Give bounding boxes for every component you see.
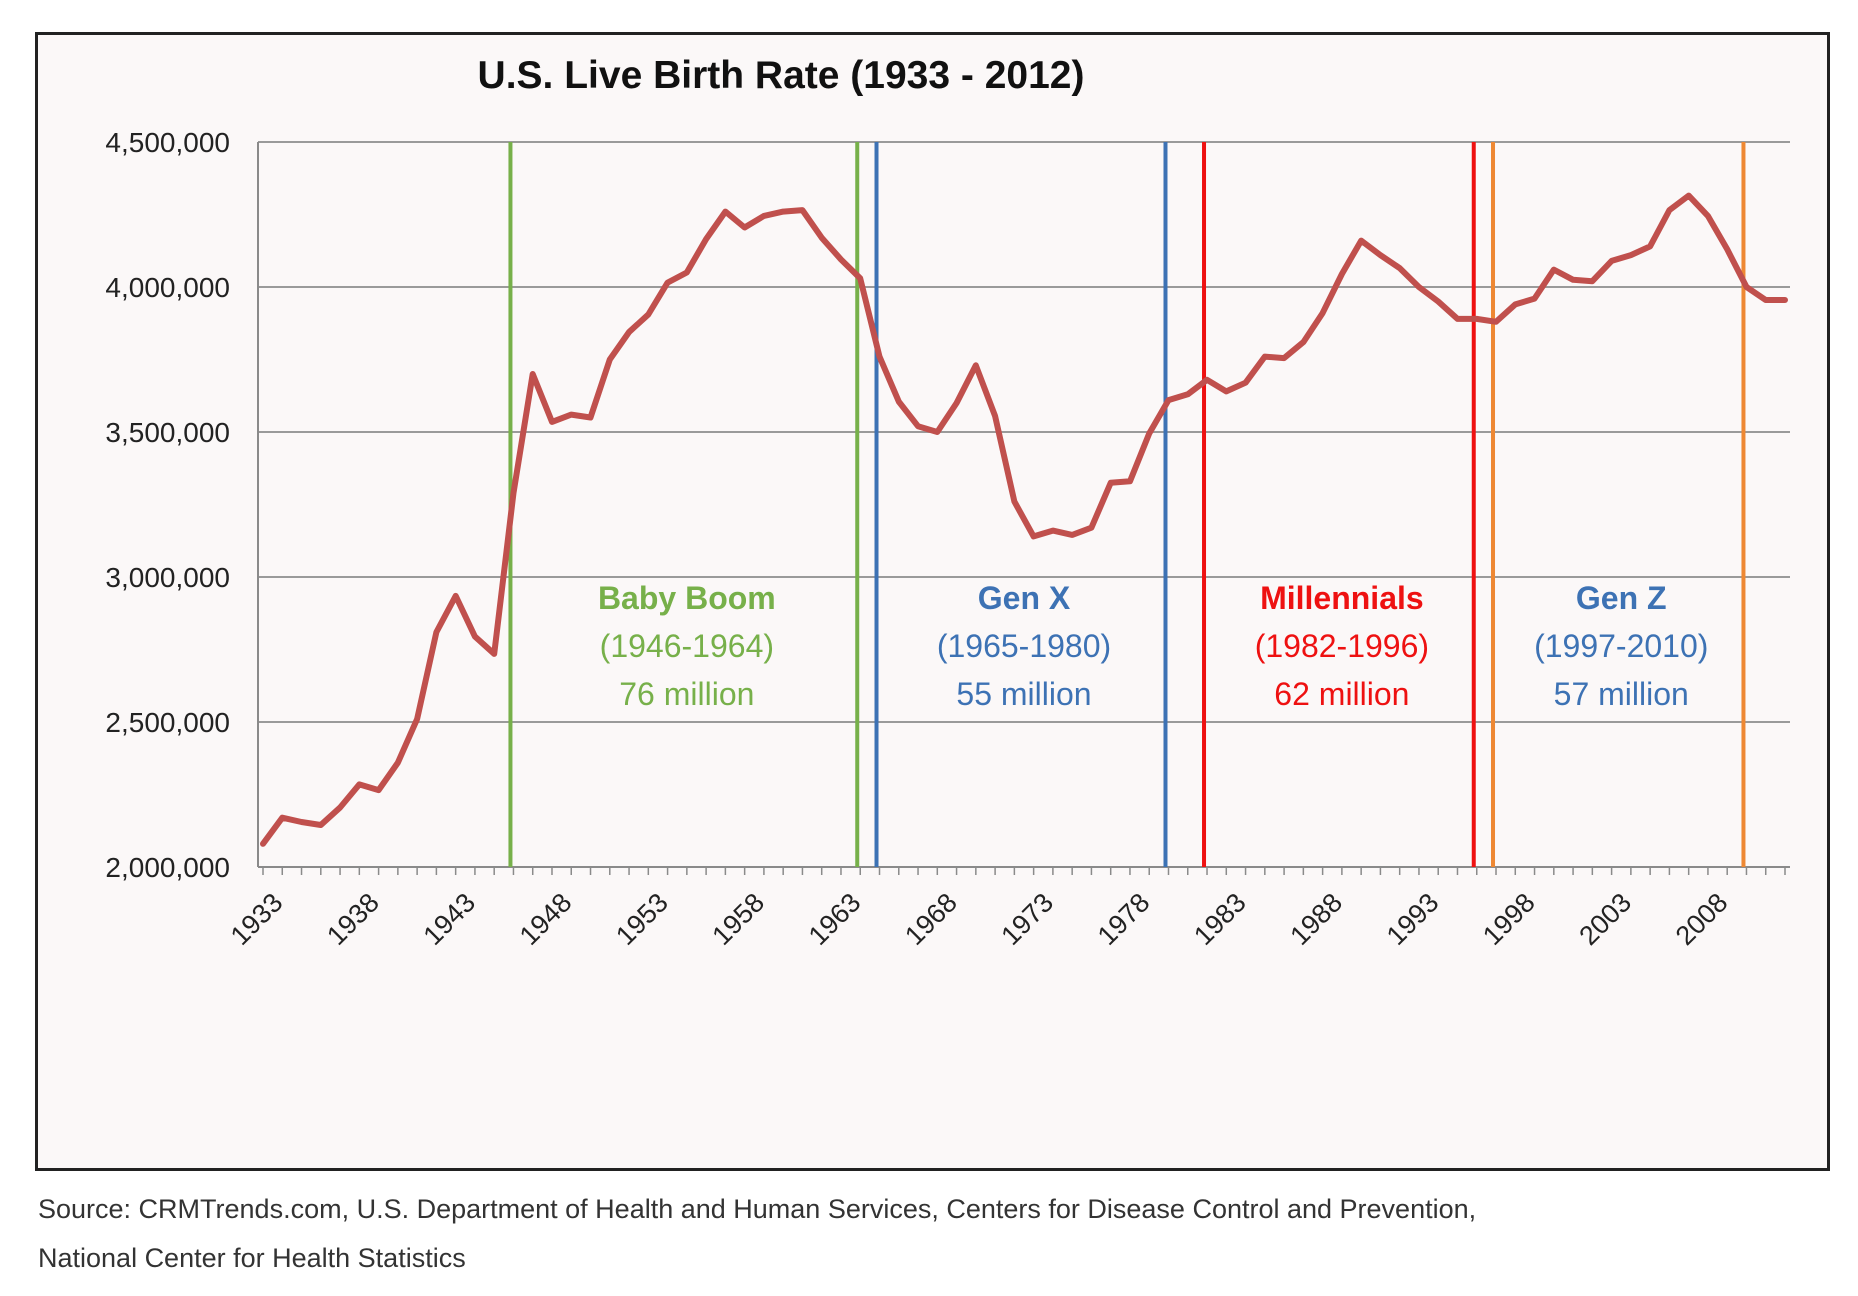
generation-years-baby-boom: (1946-1964) xyxy=(600,628,774,664)
generation-labels: Baby Boom (1946-1964) 76 million Gen X (1965… xyxy=(598,580,1708,712)
x-tick-label: 1963 xyxy=(803,887,867,951)
x-tick-label: 1968 xyxy=(899,887,963,951)
x-tick-label: 1998 xyxy=(1477,887,1541,951)
x-tick-label: 1978 xyxy=(1092,887,1156,951)
generation-years-gen-z: (1997-2010) xyxy=(1534,628,1708,664)
generation-label-baby-boom: Baby Boom xyxy=(598,580,776,616)
generation-years-gen-x: (1965-1980) xyxy=(937,628,1111,664)
x-tick-label: 1953 xyxy=(610,887,674,951)
generation-label-millennials: Millennials xyxy=(1260,580,1424,616)
generation-size-millennials: 62 million xyxy=(1274,676,1409,712)
y-axis-tick-labels: 2,000,000 2,500,000 3,000,000 3,500,000 4,00… xyxy=(105,127,230,883)
generation-size-gen-z: 57 million xyxy=(1554,676,1689,712)
x-tick-label: 1988 xyxy=(1284,887,1348,951)
generation-label-gen-z: Gen Z xyxy=(1576,580,1667,616)
chart-title: U.S. Live Birth Rate (1933 - 2012) xyxy=(478,54,1085,97)
y-tick-label: 3,000,000 xyxy=(105,562,230,593)
generation-size-gen-x: 55 million xyxy=(956,676,1091,712)
y-tick-label: 2,000,000 xyxy=(105,852,230,883)
generation-size-baby-boom: 76 million xyxy=(619,676,754,712)
x-axis-tick-labels: 1933 1938 1943 1948 1953 1958 1963 1968 1973 1978… xyxy=(225,887,1734,951)
y-tick-label: 2,500,000 xyxy=(105,707,230,738)
y-tick-label: 3,500,000 xyxy=(105,417,230,448)
x-tick-label: 1948 xyxy=(514,887,578,951)
generation-years-millennials: (1982-1996) xyxy=(1255,628,1429,664)
y-tick-label: 4,000,000 xyxy=(105,272,230,303)
x-tick-label: 1973 xyxy=(995,887,1059,951)
y-tick-label: 4,500,000 xyxy=(105,127,230,158)
x-tick-label: 2003 xyxy=(1573,887,1637,951)
x-tick-label: 1938 xyxy=(321,887,385,951)
source-line-2: National Center for Health Statistics xyxy=(38,1243,466,1273)
series-layer xyxy=(260,192,1788,847)
series-line xyxy=(260,192,1788,847)
source-note: Source: CRMTrends.com, U.S. Department o… xyxy=(38,1185,1828,1283)
x-tick-label: 1943 xyxy=(417,887,481,951)
x-tick-label: 1958 xyxy=(706,887,770,951)
birth-rate-chart: U.S. Live Birth Rate (1933 - 2012) 2,000… xyxy=(105,54,1790,951)
generation-marker-lines xyxy=(508,142,1746,867)
generation-label-gen-x: Gen X xyxy=(978,580,1071,616)
x-tick-label: 1933 xyxy=(225,887,289,951)
x-tick-label: 1983 xyxy=(1188,887,1252,951)
gridlines xyxy=(257,141,1790,875)
source-line-1: Source: CRMTrends.com, U.S. Department o… xyxy=(38,1194,1477,1224)
x-tick-label: 1993 xyxy=(1381,887,1445,951)
x-tick-label: 2008 xyxy=(1670,887,1734,951)
chart-frame: U.S. Live Birth Rate (1933 - 2012) 2,000… xyxy=(35,32,1830,1171)
